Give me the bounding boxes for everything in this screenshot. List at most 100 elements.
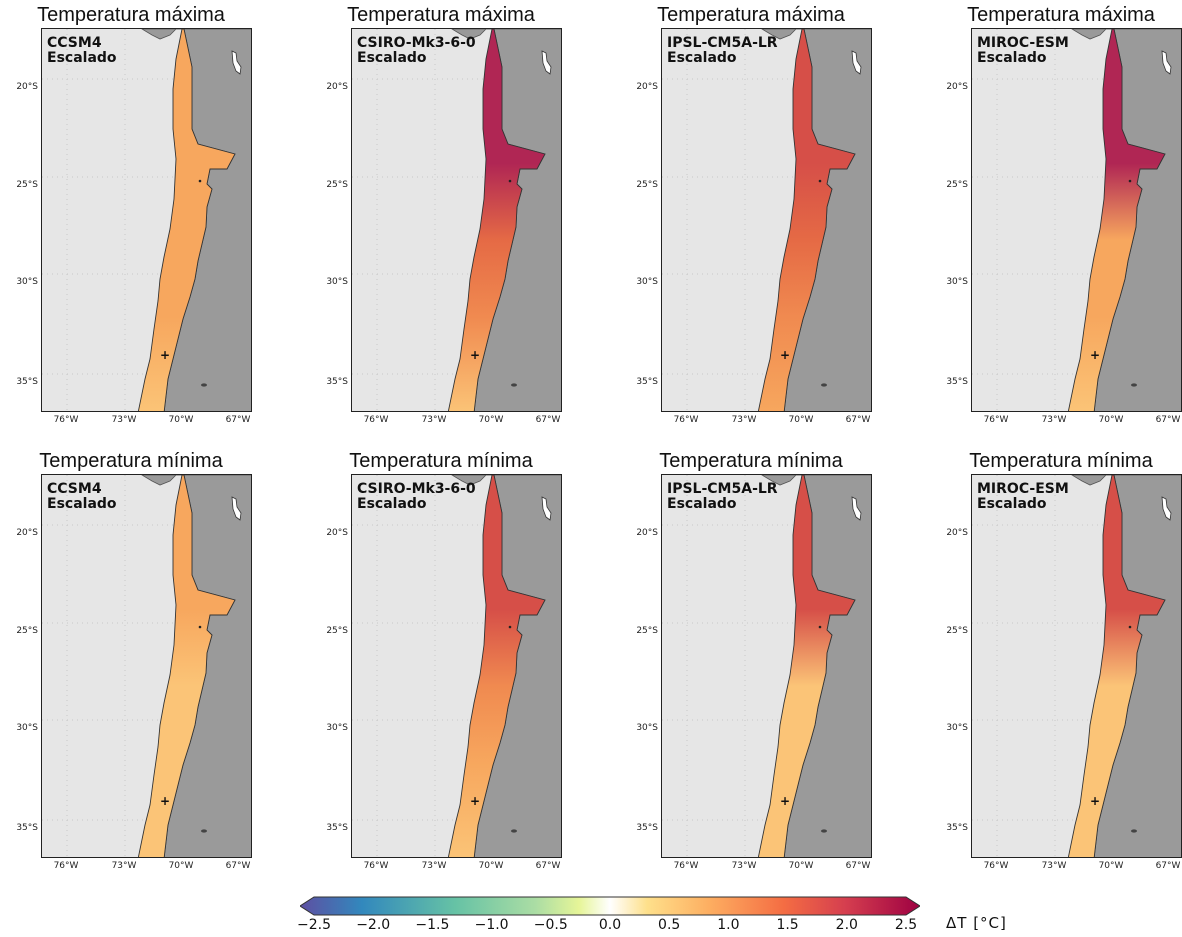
peru-land (141, 29, 184, 40)
panel-title: Temperatura mínima (969, 450, 1153, 472)
lat-tick-label: 25°S (16, 626, 38, 636)
panel-title: Temperatura máxima (347, 4, 535, 26)
model-label: IPSL-CM5A-LR Escalado (667, 36, 778, 66)
santiago-marker: + (1090, 348, 1100, 362)
method-name: Escalado (667, 50, 737, 66)
model-name: MIROC-ESM (977, 35, 1069, 51)
station-dot (198, 179, 202, 183)
lon-tick-label: 67°W (1155, 861, 1181, 871)
lat-tick-label: 30°S (946, 277, 968, 287)
colorbar-tick-label: −1.5 (415, 917, 450, 933)
station-dot (508, 625, 512, 629)
lon-tick-label: 73°W (111, 415, 137, 425)
lon-tick-label: 70°W (478, 861, 504, 871)
santiago-marker: + (160, 794, 170, 808)
lat-tick-label: 35°S (946, 377, 968, 387)
map-area: + IPSL-CM5A-LR Escalado (661, 474, 872, 858)
colorbar-tick-label: −1.0 (474, 917, 509, 933)
lat-tick-label: 20°S (326, 82, 348, 92)
map-panel: Temperatura mínima + MIROC-ESM Escalado 20°S… (930, 446, 1182, 876)
map-svg: + (662, 475, 871, 857)
peru-land (141, 475, 184, 486)
station-dot (201, 829, 207, 833)
lat-tick-label: 30°S (16, 723, 38, 733)
method-name: Escalado (977, 496, 1047, 512)
santiago-marker: + (780, 794, 790, 808)
model-label: CSIRO-Mk3-6-0 Escalado (357, 482, 476, 512)
peru-land (1071, 29, 1114, 40)
lon-tick-label: 67°W (845, 415, 871, 425)
lon-tick-label: 70°W (168, 415, 194, 425)
santiago-marker: + (160, 348, 170, 362)
station-dot (821, 829, 827, 833)
colorbar-tick-label: 1.0 (717, 917, 740, 933)
map-area: + CSIRO-Mk3-6-0 Escalado (351, 474, 562, 858)
station-dot (198, 625, 202, 629)
lat-tick-label: 20°S (326, 528, 348, 538)
peru-land (1071, 475, 1114, 486)
method-name: Escalado (47, 50, 117, 66)
map-panel: Temperatura mínima + CCSM4 Escalado 20°S 25°S… (0, 446, 270, 876)
lon-tick-label: 76°W (53, 415, 79, 425)
peru-land (761, 475, 804, 486)
map-panel: Temperatura máxima + IPSL-CM5A-LR Escalado 2… (620, 0, 890, 430)
lon-tick-label: 70°W (1098, 861, 1124, 871)
lon-tick-label: 76°W (983, 861, 1009, 871)
map-svg: + (662, 29, 871, 411)
lon-tick-label: 76°W (53, 861, 79, 871)
chile-region (447, 29, 546, 411)
lat-tick-label: 35°S (636, 823, 658, 833)
colorbar-label: ΔT [°C] (946, 914, 1007, 932)
model-label: CCSM4 Escalado (47, 36, 117, 66)
chile-region (1067, 29, 1166, 411)
lon-tick-label: 73°W (421, 415, 447, 425)
model-name: CCSM4 (47, 35, 102, 51)
panel-title: Temperatura mínima (39, 450, 223, 472)
model-label: MIROC-ESM Escalado (977, 482, 1069, 512)
model-name: CCSM4 (47, 481, 102, 497)
station-dot (818, 625, 822, 629)
lon-tick-label: 73°W (1041, 415, 1067, 425)
station-dot (1128, 179, 1132, 183)
lat-tick-label: 20°S (636, 528, 658, 538)
panel-title: Temperatura mínima (659, 450, 843, 472)
map-panel: Temperatura mínima + IPSL-CM5A-LR Escalado 2… (620, 446, 890, 876)
map-panel: Temperatura mínima + CSIRO-Mk3-6-0 Escalado… (310, 446, 580, 876)
lat-tick-label: 35°S (636, 377, 658, 387)
lon-tick-label: 76°W (673, 415, 699, 425)
colorbar-tick-label: 0.5 (658, 917, 681, 933)
lon-tick-label: 67°W (225, 415, 251, 425)
lat-tick-label: 35°S (946, 823, 968, 833)
station-dot (1131, 383, 1137, 387)
lon-tick-label: 70°W (1098, 415, 1124, 425)
lon-tick-label: 67°W (535, 861, 561, 871)
station-dot (1131, 829, 1137, 833)
lon-tick-label: 70°W (788, 861, 814, 871)
lat-tick-label: 20°S (16, 82, 38, 92)
model-name: IPSL-CM5A-LR (667, 481, 778, 497)
santiago-marker: + (1090, 794, 1100, 808)
map-panel: Temperatura máxima + MIROC-ESM Escalado 20°S… (930, 0, 1182, 430)
colorbar-tick-label: −0.5 (533, 917, 568, 933)
lat-tick-label: 35°S (326, 823, 348, 833)
model-name: MIROC-ESM (977, 481, 1069, 497)
method-name: Escalado (47, 496, 117, 512)
lat-tick-label: 25°S (946, 180, 968, 190)
station-dot (511, 383, 517, 387)
colorbar-tick-label: −2.5 (297, 917, 331, 933)
lat-tick-label: 20°S (16, 528, 38, 538)
lon-tick-label: 73°W (111, 861, 137, 871)
method-name: Escalado (357, 50, 427, 66)
map-svg: + (42, 29, 251, 411)
colorbar (300, 896, 920, 916)
panel-title: Temperatura máxima (37, 4, 225, 26)
chile-region (137, 475, 236, 857)
lat-tick-label: 20°S (946, 82, 968, 92)
lat-tick-label: 30°S (636, 723, 658, 733)
panel-title: Temperatura mínima (349, 450, 533, 472)
peru-land (451, 29, 494, 40)
lat-tick-label: 20°S (946, 528, 968, 538)
lake-titicaca (231, 50, 242, 75)
chile-region (1067, 475, 1166, 857)
lon-tick-label: 76°W (983, 415, 1009, 425)
